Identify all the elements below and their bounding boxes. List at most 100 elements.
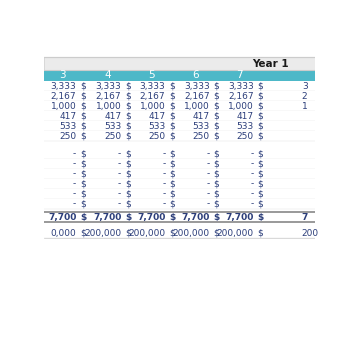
Text: $: $ bbox=[125, 190, 131, 198]
Text: 3,333: 3,333 bbox=[228, 82, 254, 91]
Text: 0,000: 0,000 bbox=[50, 229, 76, 238]
Text: $: $ bbox=[258, 122, 264, 131]
Text: 250: 250 bbox=[104, 132, 121, 141]
Text: $: $ bbox=[258, 82, 264, 91]
Text: $: $ bbox=[169, 229, 175, 238]
Text: $: $ bbox=[80, 169, 86, 178]
Bar bbox=[44, 189, 315, 199]
Bar bbox=[44, 212, 315, 222]
Text: 7: 7 bbox=[302, 213, 308, 222]
Text: -: - bbox=[118, 149, 121, 159]
Text: $: $ bbox=[169, 92, 175, 101]
Text: 2,167: 2,167 bbox=[184, 92, 210, 101]
Text: $: $ bbox=[214, 122, 219, 131]
Text: $: $ bbox=[80, 229, 86, 238]
Text: 4: 4 bbox=[104, 70, 111, 80]
Text: $: $ bbox=[214, 213, 220, 222]
Bar bbox=[44, 57, 315, 70]
Text: $: $ bbox=[125, 112, 131, 121]
Text: $: $ bbox=[169, 82, 175, 91]
Text: $: $ bbox=[125, 122, 131, 131]
Text: $: $ bbox=[258, 199, 264, 209]
Text: $: $ bbox=[125, 169, 131, 178]
Text: 5: 5 bbox=[148, 70, 155, 80]
Text: -: - bbox=[118, 160, 121, 169]
Text: 417: 417 bbox=[104, 112, 121, 121]
Text: $: $ bbox=[80, 180, 86, 189]
Text: $: $ bbox=[258, 190, 264, 198]
Text: 533: 533 bbox=[59, 122, 76, 131]
Bar bbox=[44, 179, 315, 189]
Text: $: $ bbox=[80, 199, 86, 209]
Text: -: - bbox=[206, 169, 210, 178]
Text: 7: 7 bbox=[237, 70, 243, 80]
Bar bbox=[44, 159, 315, 169]
Text: -: - bbox=[162, 180, 166, 189]
Text: $: $ bbox=[125, 180, 131, 189]
Text: $: $ bbox=[169, 132, 175, 141]
Text: 2,167: 2,167 bbox=[140, 92, 166, 101]
Text: $: $ bbox=[125, 82, 131, 91]
Text: $: $ bbox=[125, 199, 131, 209]
Text: $: $ bbox=[125, 213, 131, 222]
Text: 250: 250 bbox=[148, 132, 166, 141]
Text: $: $ bbox=[80, 132, 86, 141]
Text: -: - bbox=[251, 180, 254, 189]
Text: $: $ bbox=[169, 122, 175, 131]
Text: -: - bbox=[206, 199, 210, 209]
Text: 7,700: 7,700 bbox=[48, 213, 76, 222]
Bar bbox=[44, 91, 315, 101]
Text: $: $ bbox=[169, 160, 175, 169]
Text: 2,167: 2,167 bbox=[96, 92, 121, 101]
Text: $: $ bbox=[258, 92, 264, 101]
Text: $: $ bbox=[258, 149, 264, 159]
Text: $: $ bbox=[169, 213, 176, 222]
Text: $: $ bbox=[169, 199, 175, 209]
Text: 250: 250 bbox=[193, 132, 210, 141]
Text: 3,333: 3,333 bbox=[96, 82, 121, 91]
Text: -: - bbox=[162, 190, 166, 198]
Text: 200,000: 200,000 bbox=[173, 229, 210, 238]
Text: 417: 417 bbox=[148, 112, 166, 121]
Text: 1,000: 1,000 bbox=[140, 102, 166, 111]
Text: $: $ bbox=[80, 92, 86, 101]
Text: 3: 3 bbox=[59, 70, 66, 80]
Text: 6: 6 bbox=[193, 70, 199, 80]
Text: -: - bbox=[206, 149, 210, 159]
Text: 7,700: 7,700 bbox=[93, 213, 121, 222]
Text: 3: 3 bbox=[302, 82, 308, 91]
Text: -: - bbox=[251, 169, 254, 178]
Text: -: - bbox=[162, 160, 166, 169]
Text: $: $ bbox=[214, 169, 219, 178]
Text: -: - bbox=[206, 190, 210, 198]
Text: $: $ bbox=[258, 180, 264, 189]
Text: $: $ bbox=[169, 180, 175, 189]
Text: $: $ bbox=[169, 190, 175, 198]
Text: 200,000: 200,000 bbox=[84, 229, 121, 238]
Text: $: $ bbox=[125, 149, 131, 159]
Text: $: $ bbox=[214, 149, 219, 159]
Text: $: $ bbox=[125, 102, 131, 111]
Bar bbox=[44, 81, 315, 91]
Text: 1,000: 1,000 bbox=[96, 102, 121, 111]
Text: $: $ bbox=[214, 160, 219, 169]
Text: 1,000: 1,000 bbox=[50, 102, 76, 111]
Text: $: $ bbox=[80, 122, 86, 131]
Text: 3,333: 3,333 bbox=[50, 82, 76, 91]
Text: 533: 533 bbox=[104, 122, 121, 131]
Text: -: - bbox=[162, 149, 166, 159]
Text: $: $ bbox=[258, 229, 264, 238]
Text: -: - bbox=[118, 169, 121, 178]
Text: 1,000: 1,000 bbox=[228, 102, 254, 111]
Text: -: - bbox=[251, 149, 254, 159]
Text: $: $ bbox=[125, 132, 131, 141]
Text: -: - bbox=[206, 160, 210, 169]
Text: $: $ bbox=[80, 213, 86, 222]
Text: $: $ bbox=[258, 112, 264, 121]
Text: $: $ bbox=[169, 112, 175, 121]
Text: 417: 417 bbox=[59, 112, 76, 121]
Text: -: - bbox=[162, 199, 166, 209]
Text: -: - bbox=[118, 199, 121, 209]
Text: 7,700: 7,700 bbox=[137, 213, 166, 222]
Bar bbox=[44, 121, 315, 131]
